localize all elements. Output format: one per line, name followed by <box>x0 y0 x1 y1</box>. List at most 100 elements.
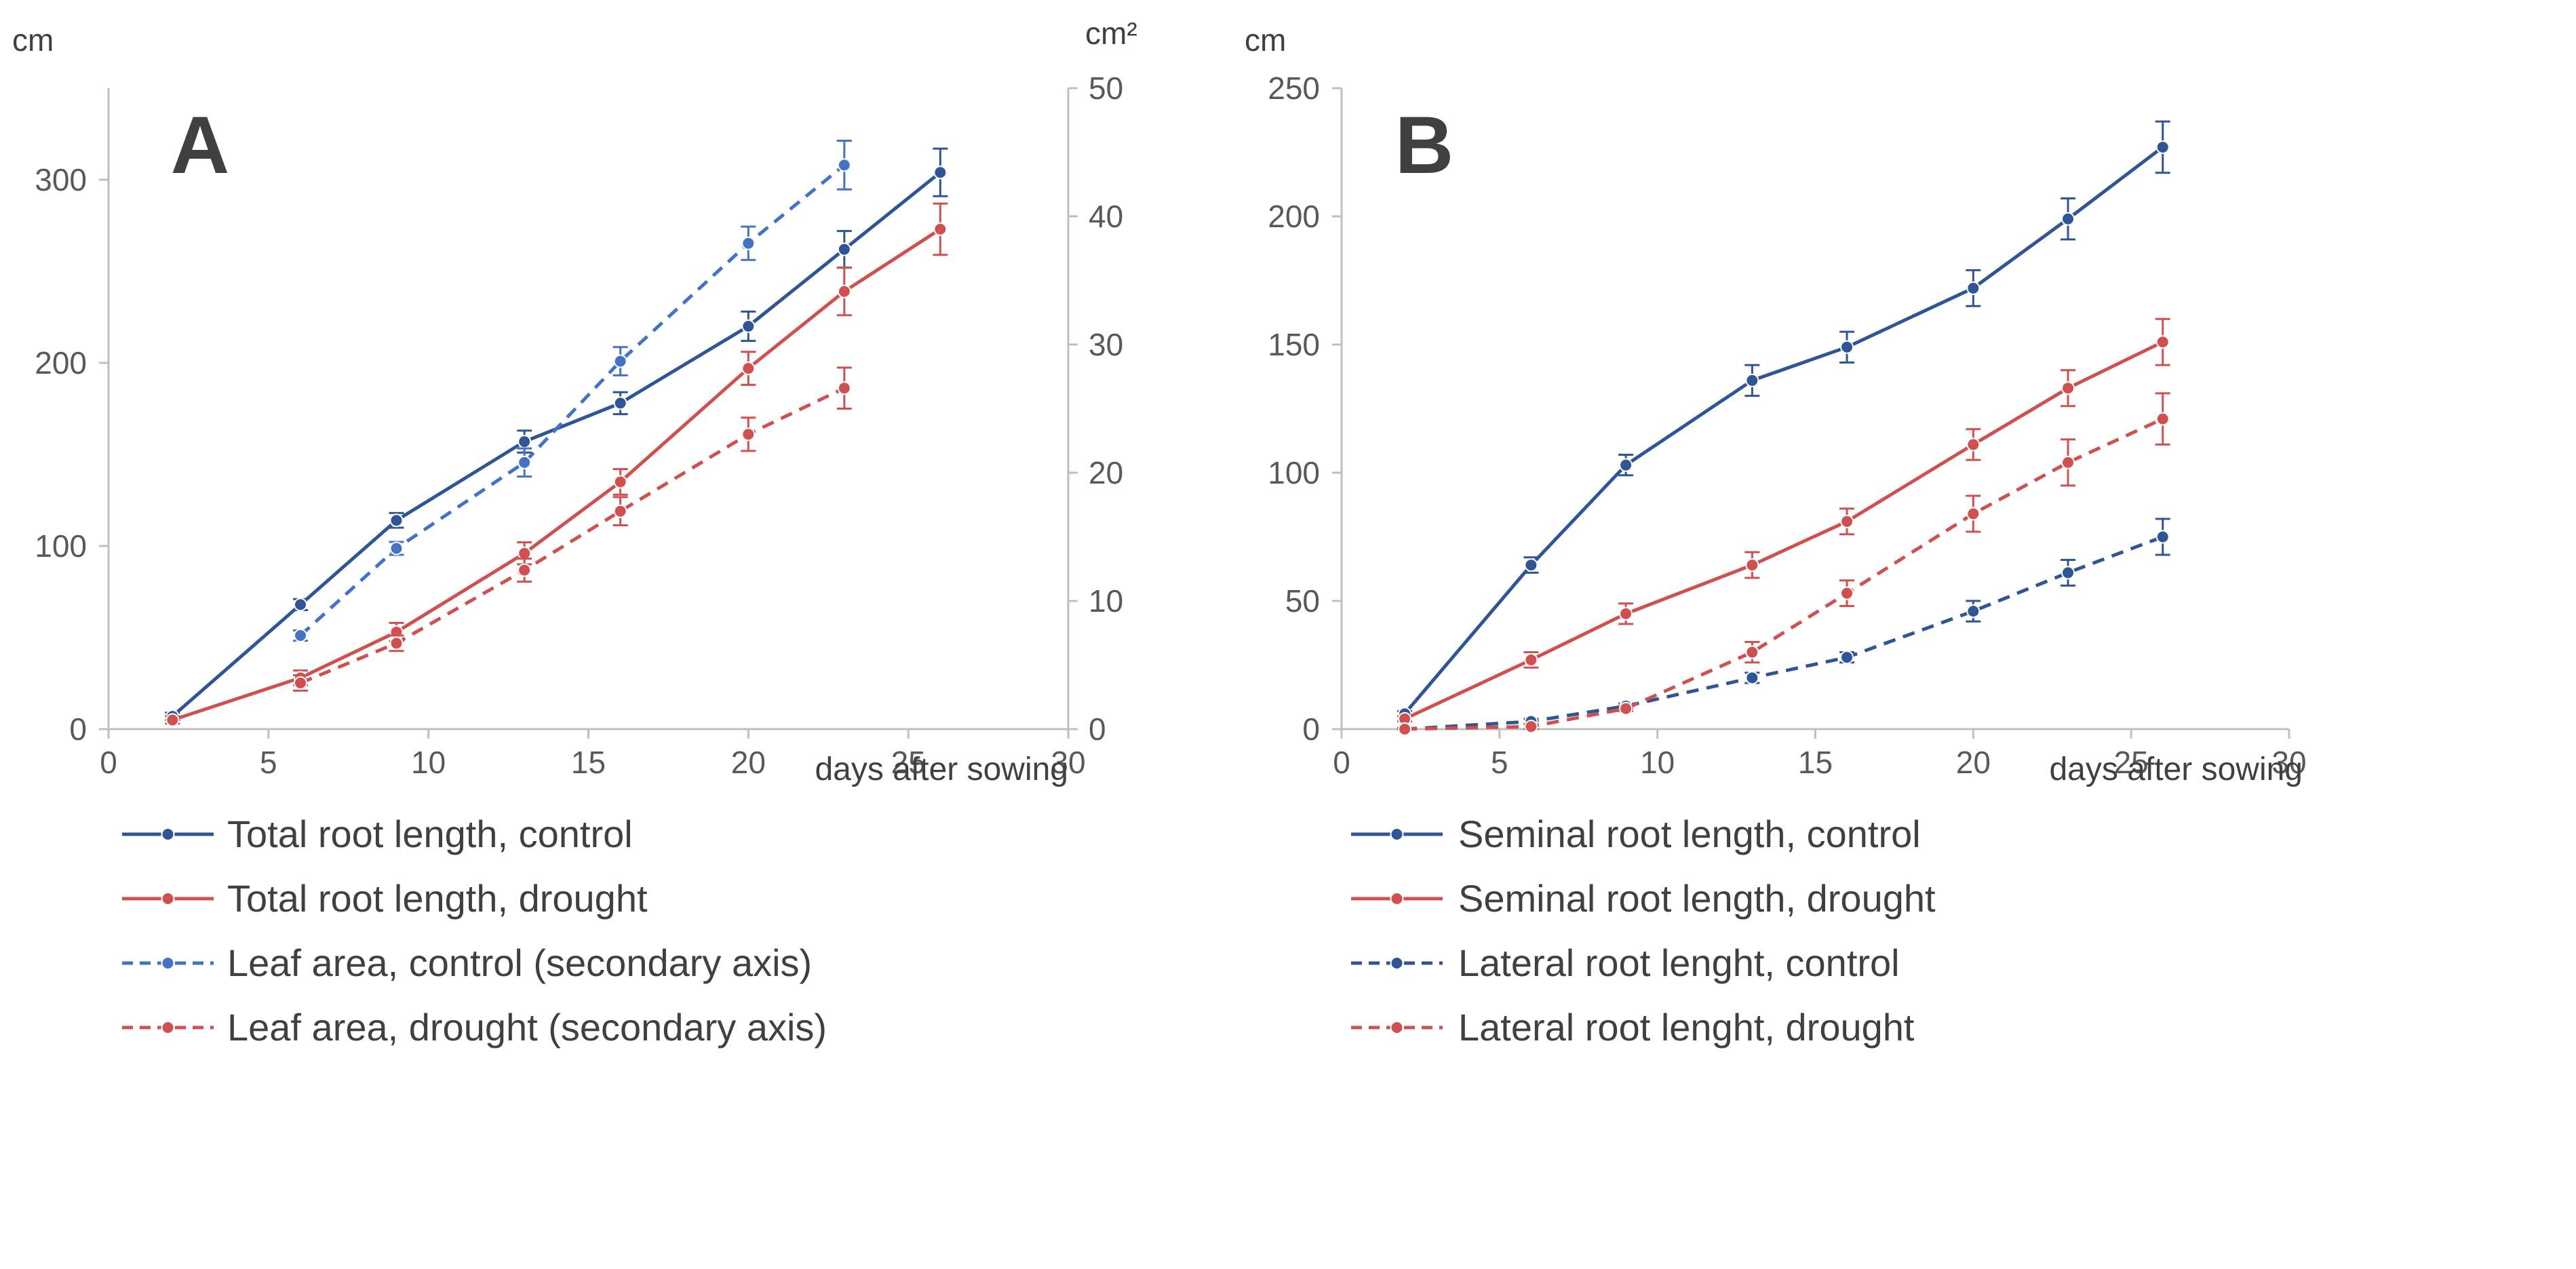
data-point <box>613 504 627 518</box>
series-line <box>1403 145 2164 715</box>
legend-label: Seminal root length, drought <box>1458 877 1936 920</box>
x-tick-label: 30 <box>2271 745 2306 780</box>
data-point <box>2061 455 2075 469</box>
data-point <box>1840 650 1854 665</box>
chart-panel-b: 0 5 10 15 20 25 30 0 50 100 150 200 250 Bcm days after… <box>1245 22 2307 787</box>
series-1-1 <box>1397 317 2170 726</box>
x-tick-label: 20 <box>1956 745 1991 780</box>
data-point <box>2061 212 2075 226</box>
series-line <box>171 171 941 718</box>
y2-tick-label: 0 <box>1089 711 1106 747</box>
legend-entry: Lateral root lenght, control <box>1351 941 1900 984</box>
data-point <box>294 598 307 612</box>
x-tick-label: 5 <box>1491 745 1508 780</box>
x-tick-label: 10 <box>1640 745 1675 780</box>
data-point <box>2061 566 2075 580</box>
series-0-3 <box>293 366 852 692</box>
legend-label: Leaf area, drought (secondary axis) <box>227 1006 827 1049</box>
data-point <box>389 513 404 528</box>
y-tick-label: 300 <box>35 162 87 197</box>
data-point <box>2155 412 2170 426</box>
series-0-1 <box>165 202 948 727</box>
data-point <box>1745 558 1759 572</box>
series-1-3 <box>1397 392 2170 736</box>
legend-swatch-marker <box>161 956 175 970</box>
panel-label: A <box>171 100 230 191</box>
data-point <box>933 165 948 180</box>
data-point <box>837 158 851 172</box>
legend-swatch-marker <box>161 892 175 905</box>
y-tick-label: 150 <box>1268 327 1320 362</box>
data-point <box>1524 720 1538 734</box>
x-tick-label: 25 <box>891 745 926 780</box>
data-point <box>613 396 627 410</box>
series-1-0 <box>1397 120 2170 721</box>
data-point <box>165 713 180 727</box>
x-axis-label: days after sowing <box>2049 751 2303 787</box>
y2-tick-label: 10 <box>1089 583 1123 619</box>
data-point <box>1524 652 1538 667</box>
data-point <box>2155 335 2170 349</box>
legend-label: Leaf area, control (secondary axis) <box>227 941 812 984</box>
y-tick-label: 250 <box>1268 71 1320 106</box>
data-point <box>837 242 851 256</box>
legend-panel-a: Total root length, control Total root len… <box>122 813 827 1049</box>
legend-entry: Total root length, drought <box>122 877 648 920</box>
legend-entry: Seminal root length, drought <box>1351 877 1936 920</box>
y2-tick-label: 30 <box>1089 327 1123 362</box>
data-point <box>389 636 404 650</box>
data-point <box>1745 373 1759 387</box>
data-point <box>2061 381 2075 395</box>
x-tick-label: 10 <box>411 745 446 780</box>
legend-swatch-marker <box>161 827 175 841</box>
series-line <box>1404 340 2164 721</box>
legend-entry: Lateral root lenght, drought <box>1351 1006 1915 1049</box>
data-point <box>389 541 404 555</box>
data-point <box>1619 606 1633 621</box>
data-point <box>933 222 948 236</box>
y2-tick-label: 50 <box>1089 71 1123 106</box>
data-point <box>1966 604 1980 619</box>
legend-swatch-marker <box>161 1021 175 1034</box>
series-line <box>299 163 846 637</box>
data-point <box>2155 140 2170 154</box>
legend-panel-b: Seminal root length, control Seminal root… <box>1351 813 1936 1049</box>
data-point <box>294 629 307 643</box>
y-axis-unit-label: cm <box>1245 22 1286 58</box>
legend-label: Total root length, control <box>227 813 633 855</box>
y-tick-label: 200 <box>35 345 87 380</box>
series-line <box>1405 417 2164 731</box>
y-tick-label: 50 <box>1285 583 1320 619</box>
data-point <box>518 563 532 577</box>
legend-entry: Total root length, control <box>122 813 633 855</box>
data-point <box>1840 514 1854 528</box>
data-point <box>741 362 756 376</box>
x-tick-label: 0 <box>100 745 117 780</box>
x-tick-label: 25 <box>2114 745 2149 780</box>
data-point <box>1966 507 1980 521</box>
x-tick-label: 30 <box>1051 745 1085 780</box>
data-point <box>1745 645 1759 659</box>
data-point <box>294 676 307 690</box>
x-tick-label: 20 <box>731 745 766 780</box>
series-0-0 <box>165 147 948 724</box>
series-0-2 <box>293 139 852 643</box>
data-point <box>1398 722 1412 736</box>
series-line <box>1404 535 2164 731</box>
data-point <box>518 546 532 560</box>
legend-label: Total root length, drought <box>227 877 648 920</box>
legend-swatch-marker <box>1390 827 1404 841</box>
data-point <box>1840 340 1854 354</box>
series-line <box>300 387 845 685</box>
y2-axis-unit-label: cm² <box>1085 16 1137 51</box>
data-point <box>1966 281 1980 295</box>
legend-label: Seminal root length, control <box>1458 813 1921 855</box>
data-point <box>741 427 756 442</box>
data-point <box>613 475 627 489</box>
legend-label: Lateral root lenght, control <box>1458 941 1900 984</box>
data-point <box>837 284 851 298</box>
legend-entry: Leaf area, control (secondary axis) <box>122 941 812 984</box>
y2-tick-label: 40 <box>1089 199 1123 234</box>
data-point <box>1745 671 1759 685</box>
